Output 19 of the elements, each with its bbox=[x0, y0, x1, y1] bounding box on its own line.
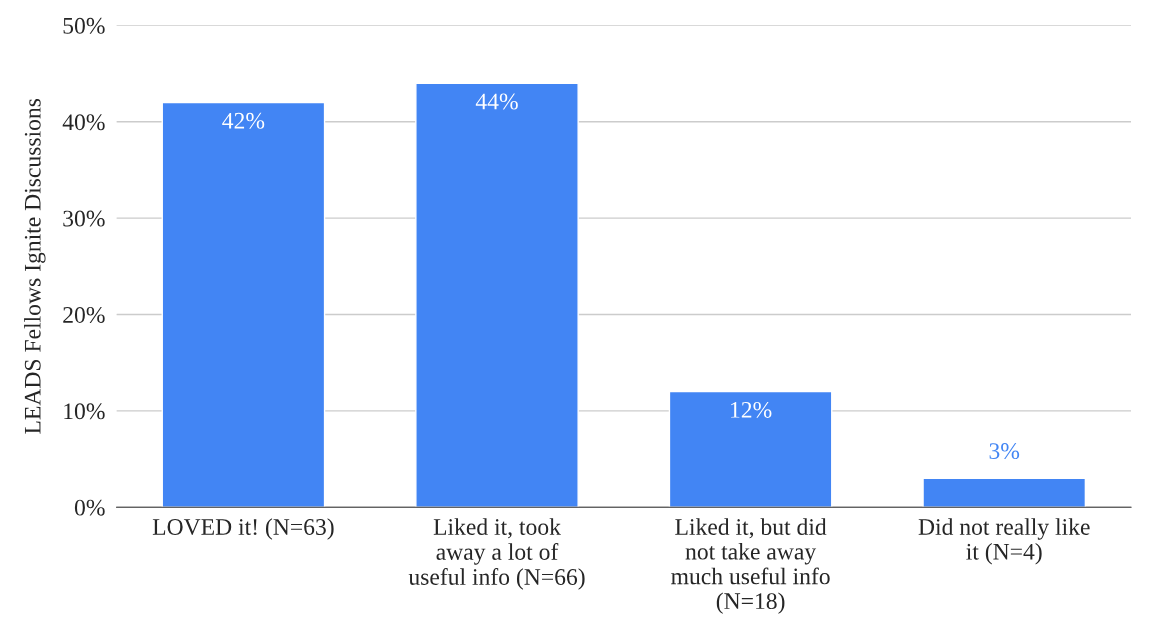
bar bbox=[161, 101, 326, 508]
y-tick-label: 20% bbox=[63, 306, 105, 323]
y-tick-label: 10% bbox=[64, 403, 105, 420]
data-label: 42% bbox=[222, 112, 265, 129]
bar bbox=[668, 390, 833, 508]
data-label: 3% bbox=[989, 443, 1020, 460]
data-label: 12% bbox=[731, 401, 772, 418]
y-axis-title: LEADS Fellows Ignite Discussions bbox=[24, 98, 46, 434]
y-tick-label: 30% bbox=[63, 210, 105, 227]
bar bbox=[415, 82, 579, 508]
y-tick-label: 0% bbox=[74, 499, 105, 516]
bar bbox=[922, 477, 1087, 508]
x-tick-label: Did not really like it (N=4) bbox=[918, 518, 1090, 565]
x-tick-label: LOVED it! (N=63) bbox=[152, 518, 334, 540]
y-tick-label: 40% bbox=[62, 114, 105, 131]
y-tick-label: 50% bbox=[63, 17, 105, 34]
x-tick-label: Liked it, but did not take away much useful info (N=18) bbox=[671, 518, 830, 614]
data-label: 44% bbox=[475, 93, 518, 110]
x-tick-label: Liked it, took away a lot of useful info (N=66) bbox=[408, 518, 585, 590]
